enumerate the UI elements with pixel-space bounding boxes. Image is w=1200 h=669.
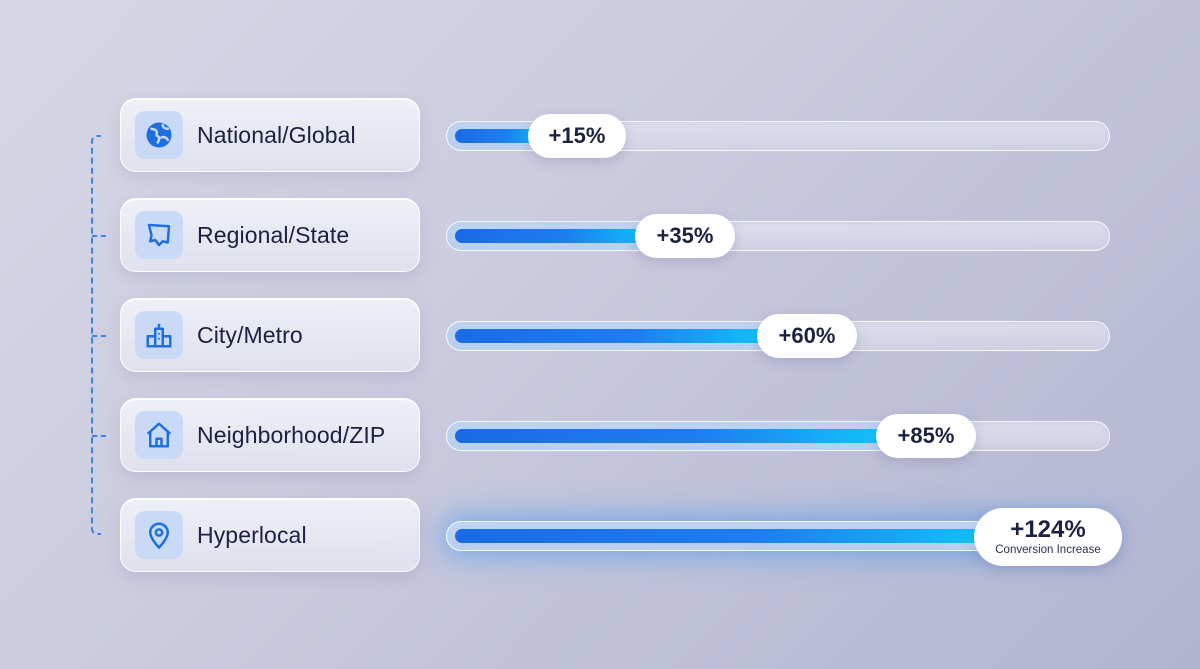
progress-fill xyxy=(455,529,1007,543)
map-pin-icon xyxy=(135,511,183,559)
progress-fill xyxy=(455,429,897,443)
progress-fill xyxy=(455,329,777,343)
house-icon xyxy=(135,411,183,459)
tier-card-regional: Regional/State xyxy=(120,198,420,272)
value-badge: +35% xyxy=(635,214,735,258)
tier-label: Hyperlocal xyxy=(197,521,307,548)
progress-fill xyxy=(455,229,657,243)
value-badge: +15% xyxy=(528,114,626,158)
value-badge: +60% xyxy=(757,314,857,358)
connector-tick xyxy=(92,435,106,437)
tier-card-national: National/Global xyxy=(120,98,420,172)
progress-track xyxy=(446,421,1110,451)
tier-card-hyperlocal: Hyperlocal xyxy=(120,498,420,572)
tier-label: National/Global xyxy=(197,121,356,148)
value-badge-highlight: +124% Conversion Increase xyxy=(974,508,1122,566)
value-sublabel: Conversion Increase xyxy=(995,544,1101,556)
globe-icon xyxy=(135,111,183,159)
tier-card-neighborhood: Neighborhood/ZIP xyxy=(120,398,420,472)
tier-card-city: City/Metro xyxy=(120,298,420,372)
tier-label: Neighborhood/ZIP xyxy=(197,421,386,448)
city-buildings-icon xyxy=(135,311,183,359)
tier-label: City/Metro xyxy=(197,321,303,348)
value-badge: +85% xyxy=(876,414,976,458)
connector-tick xyxy=(92,335,106,337)
tier-label: Regional/State xyxy=(197,221,350,248)
state-map-icon xyxy=(135,211,183,259)
connector-tick xyxy=(92,235,106,237)
value-text: +124% xyxy=(1010,516,1086,543)
progress-fill xyxy=(455,129,547,143)
progress-track xyxy=(446,221,1110,251)
